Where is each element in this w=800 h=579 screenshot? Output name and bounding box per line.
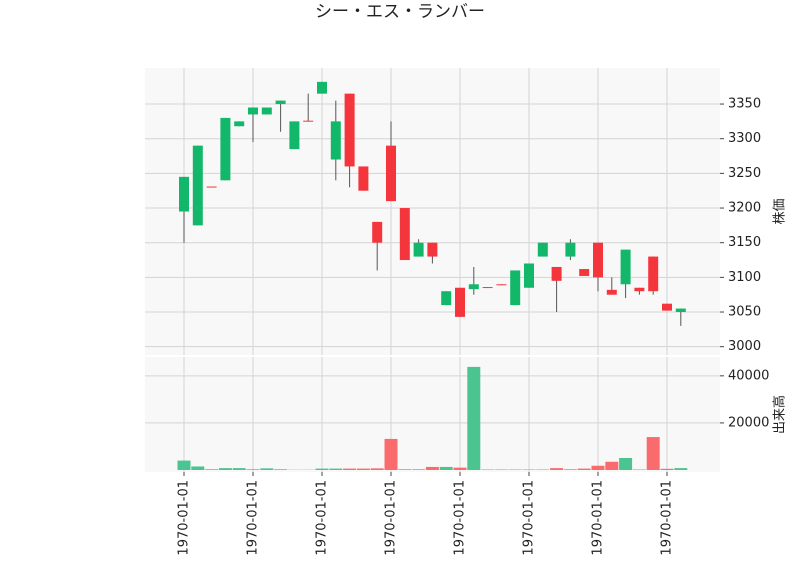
volume-bar — [219, 468, 232, 470]
y-tick-label: 3300 — [728, 131, 761, 146]
candle-body — [648, 257, 658, 292]
candle-body — [662, 304, 672, 311]
volume-bar — [247, 469, 260, 470]
candle-body — [496, 284, 506, 285]
y-tick-label: 3200 — [728, 201, 761, 216]
candle-body — [372, 222, 382, 243]
volume-bar — [233, 468, 246, 470]
volume-bar — [260, 468, 273, 470]
candle-body — [179, 177, 189, 212]
candle-body — [207, 187, 217, 188]
candle-body — [289, 121, 299, 149]
y-tick-label: 20000 — [728, 415, 769, 430]
volume-bar — [385, 439, 398, 470]
candle-body — [469, 284, 479, 289]
y-axis-label: 株価 — [773, 198, 788, 224]
candle-body — [220, 118, 230, 180]
plot-area — [145, 357, 720, 472]
candle-body — [455, 288, 465, 317]
candle-body — [621, 250, 631, 285]
volume-bar — [205, 469, 218, 470]
x-tick-label: 1970-01-01 — [177, 480, 192, 556]
x-tick-label: 1970-01-01 — [660, 480, 675, 556]
candle-body — [510, 270, 520, 305]
candle-body — [579, 269, 589, 276]
candle-body — [634, 288, 644, 291]
candle-body — [427, 243, 437, 257]
volume-bar — [454, 468, 467, 470]
candle-body — [303, 121, 313, 122]
candle-body — [262, 108, 272, 115]
candle-body — [441, 291, 451, 305]
volume-bar — [371, 468, 384, 470]
x-tick-label: 1970-01-01 — [246, 480, 261, 556]
volume-bar — [592, 466, 605, 470]
candle-body — [193, 146, 203, 226]
volume-bar — [343, 469, 356, 470]
candle-body — [538, 243, 548, 257]
candle-body — [483, 287, 493, 288]
y-tick-label: 3150 — [728, 235, 761, 250]
volume-bar — [191, 466, 204, 470]
candle-body — [386, 146, 396, 201]
chart-title: シー・エス・ランバー — [315, 2, 485, 22]
y-tick-label: 3000 — [728, 339, 761, 354]
volume-bar — [467, 367, 480, 470]
volume-bar — [357, 469, 370, 470]
candle-body — [524, 263, 534, 287]
volume-bar — [564, 469, 577, 470]
x-tick-label: 1970-01-01 — [591, 480, 606, 556]
volume-bar — [605, 462, 618, 470]
candle-body — [414, 243, 424, 257]
candle-body — [331, 121, 341, 159]
candle-body — [593, 243, 603, 278]
volume-bar — [412, 469, 425, 470]
volume-bar — [674, 468, 687, 470]
candle-body — [317, 82, 327, 94]
x-tick-label: 1970-01-01 — [453, 480, 468, 556]
y-axis-label: 出来高 — [772, 395, 788, 434]
candle-body — [276, 101, 286, 104]
candle-body — [565, 243, 575, 257]
volume-bar — [619, 458, 632, 470]
volume-bar — [316, 469, 329, 470]
candle-body — [676, 309, 686, 312]
x-tick-label: 1970-01-01 — [315, 480, 330, 556]
x-tick-label: 1970-01-01 — [522, 480, 537, 556]
candle-body — [345, 94, 355, 167]
volume-bar — [178, 461, 191, 470]
x-tick-label: 1970-01-01 — [384, 480, 399, 556]
y-tick-label: 3100 — [728, 270, 761, 285]
candle-body — [607, 290, 617, 295]
y-tick-label: 3350 — [728, 97, 761, 112]
volume-bar — [661, 469, 674, 470]
candle-body — [248, 108, 258, 115]
volume-bar — [398, 469, 411, 470]
volume-bar — [329, 469, 342, 470]
candle-body — [400, 208, 410, 260]
volume-bar — [647, 437, 660, 470]
volume-bar — [578, 469, 591, 470]
y-tick-label: 3250 — [728, 166, 761, 181]
y-tick-label: 3050 — [728, 305, 761, 320]
y-tick-label: 40000 — [728, 368, 769, 383]
volume-bar — [550, 468, 563, 470]
volume-bar — [274, 469, 287, 470]
volume-bar — [440, 467, 453, 470]
volume-bar — [426, 467, 439, 470]
candle-body — [552, 267, 562, 281]
candle-body — [358, 166, 368, 190]
candle-body — [234, 121, 244, 126]
